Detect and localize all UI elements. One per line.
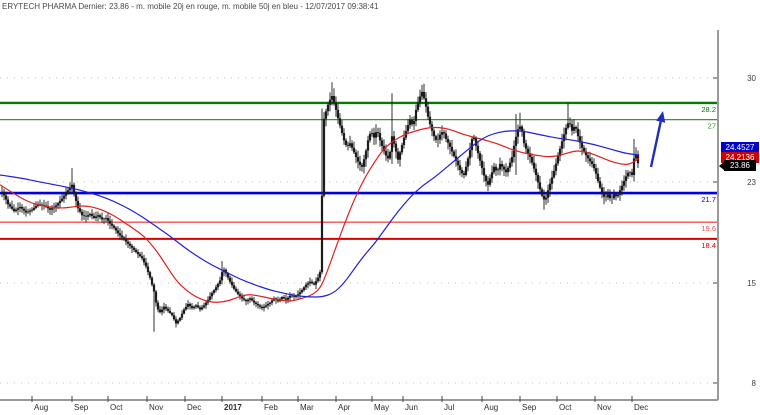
svg-text:Jun: Jun [405,403,418,412]
svg-text:23: 23 [747,178,756,187]
svg-text:27: 27 [708,122,716,131]
price-pointer-icon [719,162,724,170]
svg-text:15: 15 [747,279,756,288]
svg-text:2017: 2017 [224,403,242,412]
svg-text:Oct: Oct [110,403,123,412]
svg-text:28.2: 28.2 [701,105,716,114]
chart-title: ERYTECH PHARMA Dernier: 23.86 - m. mobil… [2,2,379,11]
svg-text:Oct: Oct [559,403,572,412]
svg-text:May: May [374,403,389,412]
ma50-price-tag: 24.4527 [721,142,759,153]
svg-text:Feb: Feb [264,403,278,412]
svg-text:Nov: Nov [597,403,611,412]
svg-text:Aug: Aug [34,403,48,412]
svg-text:Jul: Jul [444,403,454,412]
ma50-price-value: 24.4527 [725,143,755,152]
svg-text:30: 30 [747,74,756,83]
svg-text:19.6: 19.6 [701,224,716,233]
candles-layer [1,82,640,332]
svg-text:Mar: Mar [300,403,314,412]
trend-arrow [649,111,666,168]
x-axis: Aug Sep Oct Nov Dec 2017 Feb Mar Apr May Jun Jul Aug… [0,30,719,412]
ma20-line [0,126,640,303]
svg-text:Sep: Sep [74,403,89,412]
svg-text:Dec: Dec [187,403,201,412]
last-price-tag: 23.86 [719,160,756,171]
last-price-value: 23.86 [729,161,751,170]
ma50-line [0,130,640,298]
y-gridlines [0,77,716,384]
svg-text:18.4: 18.4 [701,241,716,250]
svg-text:Aug: Aug [484,403,498,412]
svg-text:21.7: 21.7 [701,195,716,204]
svg-text:Sep: Sep [522,403,537,412]
svg-text:Dec: Dec [634,403,648,412]
svg-text:Apr: Apr [338,403,351,412]
ma20-price-value: 24.2136 [725,153,755,162]
svg-text:Nov: Nov [149,403,163,412]
svg-text:8: 8 [752,379,757,388]
y-axis: 30 23 15 8 [713,74,757,388]
ma20-price-tag: 24.2136 [721,152,759,163]
level-lines: 28.2 27 21.7 19.6 18.4 [0,101,718,250]
